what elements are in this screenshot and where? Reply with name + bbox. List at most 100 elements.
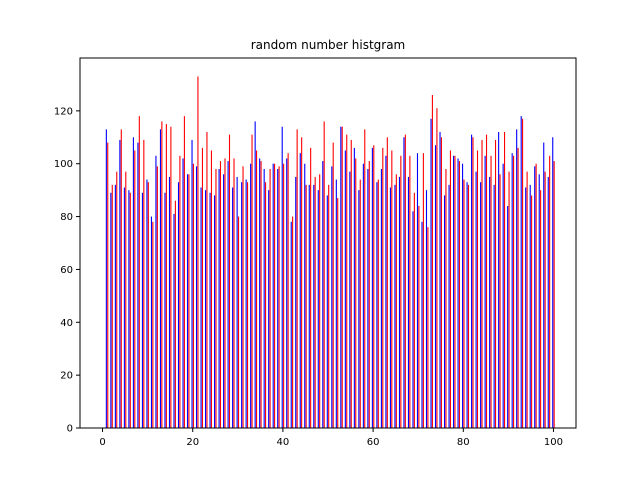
bar-series1-x41 bbox=[286, 158, 288, 428]
bar-series1-x20 bbox=[191, 139, 193, 428]
bar-series2-x13 bbox=[161, 121, 163, 429]
bar-series2-x15 bbox=[170, 126, 172, 429]
bar-series1-x68 bbox=[407, 176, 410, 428]
bar-series1-x23 bbox=[205, 190, 207, 428]
bar-series2-x44 bbox=[301, 137, 303, 429]
bar-series1-x34 bbox=[254, 121, 256, 429]
bar-series2-x32 bbox=[246, 182, 249, 428]
bar-series1-x22 bbox=[200, 187, 202, 428]
bar-series1-x3 bbox=[114, 184, 116, 428]
bar-series2-x50 bbox=[328, 184, 330, 428]
bar-series2-x21 bbox=[197, 76, 199, 428]
bar-series2-x14 bbox=[165, 124, 167, 428]
bar-series1-x73 bbox=[430, 118, 432, 428]
y-tick-label: 100 bbox=[54, 159, 73, 170]
bar-series2-x8 bbox=[138, 116, 140, 428]
bar-series1-x43 bbox=[295, 176, 297, 428]
bar-series2-x51 bbox=[332, 142, 334, 428]
bar-series2-x37 bbox=[269, 169, 271, 428]
bar-series2-x57 bbox=[359, 179, 361, 428]
bar-series2-x40 bbox=[283, 163, 285, 428]
bar-series2-x17 bbox=[179, 155, 181, 429]
bar-series2-x85 bbox=[485, 134, 488, 428]
bar-series1-x80 bbox=[462, 163, 464, 428]
bar-series1-x100 bbox=[552, 137, 554, 429]
bar-series1-x57 bbox=[358, 190, 360, 428]
bar-series1-x27 bbox=[223, 174, 225, 428]
bar-series2-x66 bbox=[400, 155, 402, 429]
bar-series2-x28 bbox=[228, 134, 231, 428]
bar-series1-x42 bbox=[290, 221, 292, 428]
bar-series1-x6 bbox=[128, 190, 130, 428]
bar-series2-x88 bbox=[499, 174, 501, 428]
x-tick-label: 20 bbox=[186, 437, 199, 448]
bar-series2-x1 bbox=[107, 142, 109, 428]
bar-series2-x29 bbox=[233, 158, 235, 428]
bar-series1-x92 bbox=[516, 129, 518, 429]
bar-series1-x52 bbox=[335, 179, 337, 428]
bar-series2-x98 bbox=[544, 171, 546, 428]
bar-series2-x4 bbox=[120, 129, 122, 429]
bar-series1-x99 bbox=[547, 176, 549, 428]
bar-series1-x5 bbox=[123, 187, 125, 428]
bar-series1-x86 bbox=[489, 176, 491, 428]
bar-series1-x45 bbox=[304, 163, 306, 428]
plot-frame bbox=[79, 57, 577, 429]
bar-series1-x40 bbox=[281, 126, 283, 429]
bar-series1-x29 bbox=[232, 187, 234, 428]
bar-series1-x87 bbox=[493, 184, 495, 428]
bar-series2-x58 bbox=[364, 129, 366, 429]
bar-series1-x79 bbox=[457, 158, 459, 428]
bar-series2-x33 bbox=[251, 134, 253, 428]
bar-series2-x6 bbox=[129, 192, 131, 428]
bar-series1-x53 bbox=[340, 126, 342, 429]
bar-series2-x60 bbox=[373, 145, 375, 428]
bar-series2-x72 bbox=[427, 227, 429, 428]
bar-series2-x24 bbox=[210, 150, 213, 428]
bar-series1-x56 bbox=[353, 147, 355, 429]
bar-series1-x47 bbox=[313, 184, 315, 428]
bar-series1-x95 bbox=[529, 184, 531, 428]
bar-series1-x70 bbox=[416, 153, 419, 428]
bar-series2-x89 bbox=[504, 132, 506, 428]
bar-series1-x78 bbox=[453, 155, 455, 429]
bar-series2-x11 bbox=[152, 221, 154, 428]
bar-series2-x90 bbox=[508, 171, 510, 428]
bar-series2-x54 bbox=[346, 134, 348, 428]
bar-series1-x55 bbox=[349, 171, 351, 428]
bar-series2-x30 bbox=[237, 216, 240, 428]
bar-series1-x97 bbox=[538, 174, 540, 428]
bar-series2-x10 bbox=[147, 182, 149, 428]
bar-series2-x63 bbox=[386, 137, 388, 429]
bar-series2-x86 bbox=[490, 155, 492, 429]
bar-series2-x95 bbox=[531, 195, 533, 428]
bar-series2-x9 bbox=[143, 139, 145, 428]
bar-series1-x12 bbox=[155, 155, 157, 429]
bar-series2-x19 bbox=[188, 174, 190, 428]
x-tick-label: 100 bbox=[544, 437, 563, 448]
bar-series2-x73 bbox=[431, 95, 433, 428]
x-axis: 0 20 40 60 80 100 bbox=[99, 428, 563, 448]
bar-series1-x9 bbox=[141, 192, 143, 428]
bar-series2-x97 bbox=[540, 190, 542, 428]
bar-series1-x48 bbox=[317, 190, 319, 428]
bar-series1-x96 bbox=[534, 166, 536, 429]
bar-series1-x38 bbox=[272, 163, 274, 428]
bar-series2-x67 bbox=[404, 134, 406, 428]
bar-series2-x5 bbox=[125, 171, 127, 428]
bar-series1-x7 bbox=[132, 137, 134, 429]
bar-series1-x83 bbox=[475, 171, 477, 428]
bar-series2-x7 bbox=[134, 150, 136, 428]
y-tick-label: 0 bbox=[67, 424, 73, 435]
bar-series2-x41 bbox=[287, 153, 289, 428]
bar-series2-x42 bbox=[292, 216, 294, 428]
bar-series2-x23 bbox=[206, 132, 208, 428]
bar-series1-x60 bbox=[371, 147, 373, 429]
bar-series1-x77 bbox=[448, 184, 450, 428]
bar-series2-x56 bbox=[355, 158, 357, 428]
bar-series2-x82 bbox=[472, 137, 474, 429]
bar-series1-x89 bbox=[502, 163, 504, 428]
bar-series1-x90 bbox=[507, 206, 509, 428]
bars-group bbox=[105, 76, 555, 429]
